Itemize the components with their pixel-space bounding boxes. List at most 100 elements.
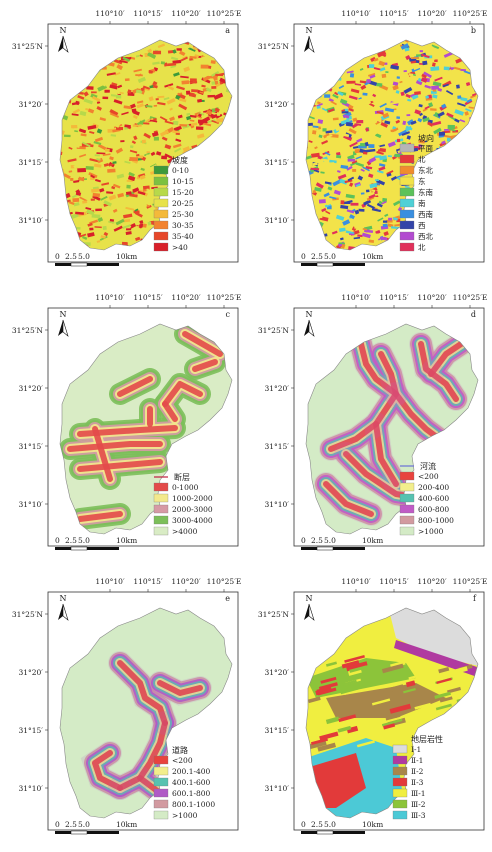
legend-swatch [153,165,169,175]
legend-item-label: 400-600 [418,494,449,503]
legend-swatch [392,744,408,754]
left-tick-label: 31°15′ [264,158,289,167]
left-tick-label: 31°10′ [18,784,43,793]
legend-title: 坡度 [172,155,188,165]
legend-swatch [153,504,169,514]
top-tick-label: 110°10′ [95,293,125,302]
scale-label: 10km [362,536,383,545]
left-tick-label: 31°20′ [264,384,289,393]
left-tick-label: 31°15′ [18,726,43,735]
left-tick-label: 31°20′ [264,100,289,109]
svg-text:N: N [60,594,67,603]
top-tick-label: 110°15′ [379,577,409,586]
left-tick-label: 31°10′ [18,500,43,509]
left-tick-label: 31°15′ [18,158,43,167]
left-tick-label: 31°15′ [264,442,289,451]
legend-swatch [399,515,415,525]
legend-item-label: 北 [418,243,426,252]
left-tick-label: 31°20′ [18,384,43,393]
legend-title: 地层岩性 [411,734,443,744]
legend-item-label: 3000-4000 [172,516,213,525]
legend-swatch [399,242,415,252]
scale-label: 10km [362,252,383,261]
region-outline [59,323,233,535]
region-outline [59,39,233,251]
top-tick-label: 110°25′E [453,293,488,302]
north-arrow-icon: N [58,26,69,53]
legend-item-label: 10-15 [172,177,194,186]
left-tick-label: 31°10′ [264,216,289,225]
top-tick-label: 110°20′ [417,9,447,18]
legend-swatch [392,766,408,776]
left-tick-label: 31°10′ [264,784,289,793]
left-tick-label: 31°10′ [264,500,289,509]
legend-item-label: 东北 [418,165,433,175]
legend: 河流<200 200-400 400-600 600-800 800-1000 >1000 [399,461,454,536]
legend-swatch [153,777,169,787]
legend-swatch [153,209,169,219]
legend-swatch [399,493,415,503]
scale-label: 10km [116,252,137,261]
scale-bar: 0 2.5 5.0 10km [301,252,383,267]
left-tick-label: 31°10′ [18,216,43,225]
scale-label: 10km [116,536,137,545]
left-tick-label: 31°25′N [258,610,290,619]
left-tick-label: 31°25′N [258,42,290,51]
legend-swatch [153,766,169,776]
region-outline [59,607,233,819]
panel-letter: c [226,310,231,319]
map-svg-f: 110°10′ 110°15′ 110°20′ 110°25′E 31°25′N 31°2… [258,577,487,835]
region-outline [305,323,479,535]
top-tick-label: 110°10′ [341,9,371,18]
legend-item-label: Ⅲ-2 [411,800,426,809]
panel-letter: b [471,26,476,35]
top-tick-label: 110°10′ [95,9,125,18]
scale-label: 2.5 [311,820,323,829]
left-tick-label: 31°20′ [18,668,43,677]
scale-label: 0 [55,536,60,545]
top-tick-label: 110°25′E [207,577,242,586]
left-tick-label: 31°15′ [18,442,43,451]
region-outline [305,607,479,819]
legend-swatch [399,526,415,536]
legend-item-label: 200.1-400 [172,767,211,776]
legend-swatch [153,755,169,765]
legend-title: 断层 [174,472,190,482]
svg-text:N: N [60,26,67,35]
legend-item-label: Ⅱ-3 [411,778,424,787]
legend-swatch [399,198,415,208]
panel-letter: f [473,594,477,603]
legend-item-label: 2000-3000 [172,505,213,514]
top-tick-label: 110°20′ [417,293,447,302]
left-tick-label: 31°20′ [18,100,43,109]
top-tick-label: 110°20′ [171,9,201,18]
legend-item-label: <200 [172,756,193,765]
left-tick-label: 31°25′N [12,610,44,619]
top-tick-label: 110°25′E [207,293,242,302]
scale-label: 2.5 [311,252,323,261]
north-arrow-icon: N [58,594,69,621]
legend-item-label: 0-10 [172,166,189,175]
scale-label: 5.0 [78,820,90,829]
svg-text:N: N [306,594,313,603]
svg-text:N: N [60,310,67,319]
left-tick-label: 31°25′N [12,326,44,335]
legend-item-label: Ⅰ-1 [411,745,421,754]
legend-swatch [399,187,415,197]
scale-bar: 0 2.5 5.0 10km [301,820,383,835]
top-tick-label: 110°15′ [379,293,409,302]
legend: 坡度0-10 10-15 15-20 20-25 25-30 30-35 35-40 >40 [153,155,194,252]
map-content [60,324,232,534]
map-svg-c: 110°10′ 110°15′ 110°20′ 110°25′E 31°25′N 31°2… [12,293,242,551]
legend-item-label: 东南 [418,187,433,197]
top-tick-label: 110°15′ [133,9,163,18]
north-arrow-icon: N [304,594,315,621]
legend-item-label: 西南 [418,209,433,219]
scale-label: 0 [301,820,306,829]
legend-swatch [153,493,169,503]
legend-item-label: Ⅱ-1 [411,756,423,765]
legend-swatch [153,231,169,241]
scale-label: 0 [301,252,306,261]
